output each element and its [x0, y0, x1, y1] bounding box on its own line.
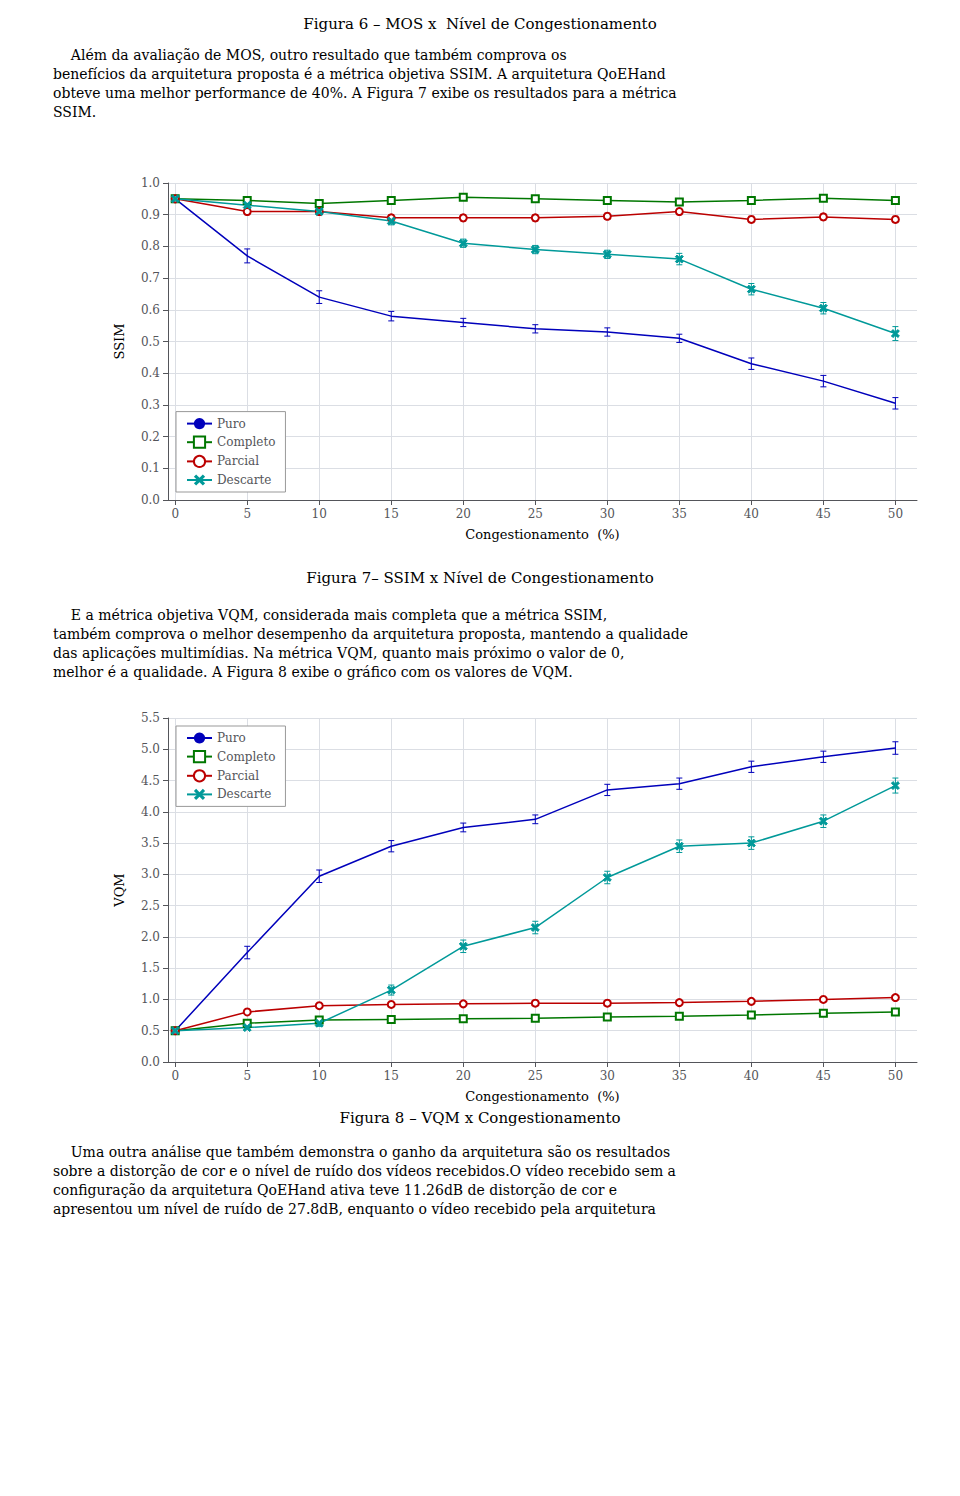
svg-text:Completo: Completo: [217, 435, 275, 449]
svg-text:30: 30: [600, 1069, 615, 1083]
svg-text:5.5: 5.5: [141, 711, 160, 725]
svg-text:1.0: 1.0: [141, 992, 160, 1006]
svg-text:Figura 6 – MOS x Nível de Con: Figura 6 – MOS x Nível de Congestionamen…: [303, 15, 656, 33]
svg-text:25: 25: [528, 1069, 543, 1083]
svg-text:0.4: 0.4: [141, 366, 160, 380]
svg-text:5: 5: [243, 1069, 251, 1083]
svg-text:5: 5: [243, 507, 251, 521]
svg-text:E a métrica objetiva VQM, cons: E a métrica objetiva VQM, considerada ma…: [53, 607, 607, 623]
svg-text:50: 50: [888, 507, 903, 521]
svg-text:0.1: 0.1: [141, 461, 160, 475]
svg-text:40: 40: [744, 507, 759, 521]
svg-text:1.0: 1.0: [141, 176, 160, 190]
svg-text:2.5: 2.5: [141, 899, 160, 913]
svg-text:0.6: 0.6: [141, 303, 160, 317]
svg-text:Uma outra análise que também d: Uma outra análise que também demonstra o…: [53, 1144, 670, 1160]
svg-text:Além da avaliação de MOS, outr: Além da avaliação de MOS, outro resultad…: [53, 47, 567, 63]
svg-text:benefícios da arquitetura prop: benefícios da arquitetura proposta é a m…: [53, 66, 666, 82]
svg-text:Parcial: Parcial: [217, 769, 259, 783]
svg-text:apresentou um nível de ruído d: apresentou um nível de ruído de 27.8dB, …: [53, 1201, 656, 1217]
svg-text:3.0: 3.0: [141, 867, 160, 881]
svg-text:40: 40: [744, 1069, 759, 1083]
svg-text:0.9: 0.9: [141, 208, 160, 222]
svg-text:0.0: 0.0: [141, 1055, 160, 1069]
svg-text:0: 0: [171, 507, 179, 521]
svg-text:1.5: 1.5: [141, 961, 160, 975]
svg-text:Congestionamento (%): Congestionamento (%): [465, 1089, 619, 1104]
svg-text:30: 30: [600, 507, 615, 521]
svg-text:Congestionamento (%): Congestionamento (%): [465, 527, 619, 542]
svg-text:45: 45: [816, 507, 831, 521]
svg-text:0.2: 0.2: [141, 430, 160, 444]
svg-text:35: 35: [672, 1069, 687, 1083]
svg-text:Completo: Completo: [217, 750, 275, 764]
svg-text:10: 10: [312, 1069, 327, 1083]
svg-text:configuração da arquitetura Qo: configuração da arquitetura QoEHand ativ…: [53, 1182, 617, 1198]
svg-text:Puro: Puro: [217, 417, 246, 431]
svg-text:SSIM: SSIM: [112, 323, 127, 359]
svg-text:Puro: Puro: [217, 731, 246, 745]
svg-text:4.0: 4.0: [141, 805, 160, 819]
svg-text:50: 50: [888, 1069, 903, 1083]
svg-text:10: 10: [312, 507, 327, 521]
svg-text:0.0: 0.0: [141, 493, 160, 507]
svg-text:25: 25: [528, 507, 543, 521]
svg-text:15: 15: [384, 1069, 399, 1083]
svg-text:45: 45: [816, 1069, 831, 1083]
svg-text:0.5: 0.5: [141, 335, 160, 349]
svg-text:0.8: 0.8: [141, 239, 160, 253]
svg-text:Descarte: Descarte: [217, 473, 271, 487]
svg-text:0: 0: [171, 1069, 179, 1083]
svg-text:20: 20: [456, 507, 471, 521]
svg-text:5.0: 5.0: [141, 742, 160, 756]
svg-text:2.0: 2.0: [141, 930, 160, 944]
svg-text:VQM: VQM: [112, 873, 127, 907]
svg-text:0.7: 0.7: [141, 271, 160, 285]
svg-text:obteve uma melhor performance: obteve uma melhor performance de 40%. A …: [53, 85, 677, 101]
svg-text:melhor é a qualidade. A Figura: melhor é a qualidade. A Figura 8 exibe o…: [53, 664, 573, 680]
svg-text:0.3: 0.3: [141, 398, 160, 412]
svg-text:Descarte: Descarte: [217, 787, 271, 801]
svg-text:Parcial: Parcial: [217, 454, 259, 468]
svg-text:15: 15: [384, 507, 399, 521]
svg-text:Figura 8 – VQM x Congestioname: Figura 8 – VQM x Congestionamento: [339, 1109, 620, 1127]
svg-text:SSIM.: SSIM.: [53, 104, 96, 120]
svg-text:3.5: 3.5: [141, 836, 160, 850]
svg-text:0.5: 0.5: [141, 1024, 160, 1038]
svg-text:Figura 7– SSIM x Nível de Cong: Figura 7– SSIM x Nível de Congestionamen…: [306, 569, 653, 587]
svg-text:das aplicações multimídias. Na: das aplicações multimídias. Na métrica V…: [53, 645, 624, 661]
svg-text:35: 35: [672, 507, 687, 521]
svg-text:também comprova o melhor desem: também comprova o melhor desempenho da a…: [53, 626, 688, 642]
svg-text:4.5: 4.5: [141, 774, 160, 788]
svg-text:20: 20: [456, 1069, 471, 1083]
svg-text:sobre a distorção de cor e o n: sobre a distorção de cor e o nível de ru…: [53, 1163, 676, 1179]
